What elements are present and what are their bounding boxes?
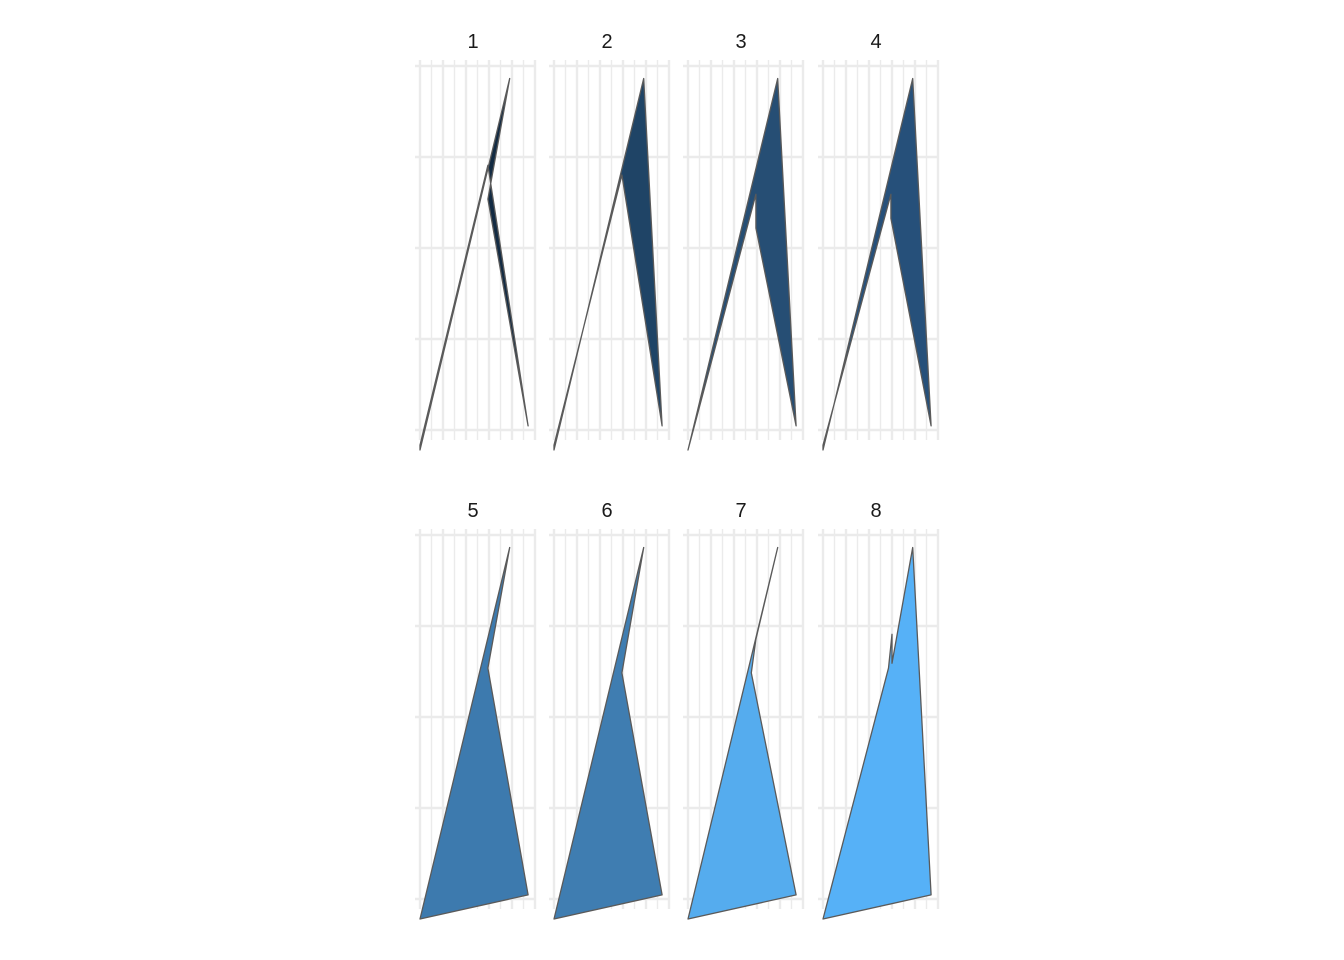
facet-shape-5 — [419, 546, 529, 920]
facet-shape-3 — [687, 77, 797, 451]
facet-panel-6: 6 — [549, 500, 671, 920]
facet-panel-8: 8 — [818, 500, 940, 920]
facet-shape-2 — [553, 77, 663, 451]
facet-label-6: 6 — [601, 500, 612, 522]
facet-label-5: 5 — [467, 500, 478, 522]
facet-shape-6 — [553, 546, 663, 920]
facet-label-7: 7 — [735, 500, 746, 522]
facet-label-2: 2 — [601, 31, 612, 53]
facet-panel-7: 7 — [683, 500, 805, 920]
facet-label-8: 8 — [870, 500, 881, 522]
facet-panel-3: 3 — [683, 31, 805, 451]
facet-label-4: 4 — [870, 31, 881, 53]
facet-shape-1 — [419, 77, 529, 451]
facet-label-3: 3 — [735, 31, 746, 53]
facet-panel-4: 4 — [818, 31, 940, 451]
facet-shape-7 — [687, 546, 797, 920]
facet-panel-2: 2 — [549, 31, 671, 451]
facet-shape-8 — [822, 546, 932, 920]
facet-label-1: 1 — [467, 31, 478, 53]
facet-panel-1: 1 — [415, 31, 537, 451]
facet-shape-4 — [822, 77, 932, 451]
facet-panel-5: 5 — [415, 500, 537, 920]
